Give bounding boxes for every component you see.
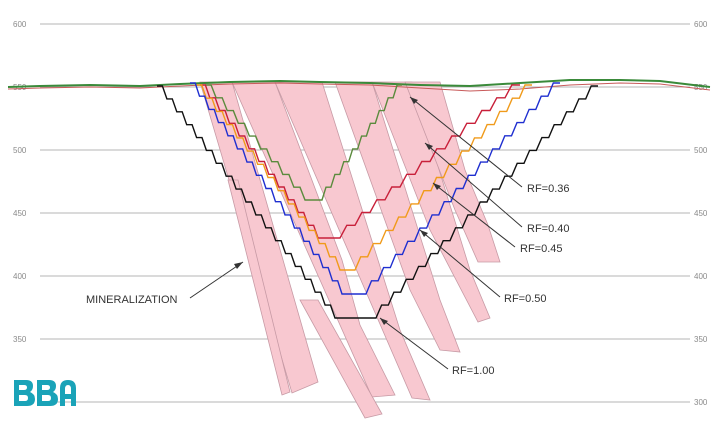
arrowhead-rf040 (425, 143, 433, 150)
label-rf050: RF=0.50 (504, 293, 547, 305)
arrow-rf100 (379, 317, 449, 370)
left-tick-400: 400 (13, 272, 27, 281)
callout-arrows (189, 96, 523, 370)
label-rf036: RF=0.36 (527, 183, 570, 195)
right-tick-500: 500 (694, 146, 708, 155)
left-tick-500: 500 (13, 146, 27, 155)
arrow-mineralization (189, 261, 244, 299)
label-mineralization: MINERALIZATION (86, 294, 178, 306)
right-tick-300: 300 (694, 398, 708, 407)
pit-shell-100 (157, 85, 598, 319)
arrowhead-rf100 (380, 318, 388, 325)
right-axis-labels: 600 550 500 450 400 350 300 (694, 20, 708, 407)
right-tick-550: 550 (694, 83, 708, 92)
right-tick-400: 400 (694, 272, 708, 281)
topography-line (7, 79, 711, 88)
arrow-rf050 (419, 229, 501, 298)
arrowhead-rf036 (410, 97, 418, 104)
right-tick-600: 600 (694, 20, 708, 29)
right-tick-350: 350 (694, 335, 708, 344)
arrow-rf036 (409, 96, 523, 188)
pit-shell-036 (205, 84, 402, 201)
right-tick-450: 450 (694, 209, 708, 218)
arrow-rf045 (432, 182, 516, 248)
mineralization-zone-7 (227, 179, 291, 396)
pit-shells (157, 82, 598, 319)
arrowhead-rf045 (433, 183, 441, 190)
pit-shell-045 (196, 84, 532, 271)
left-axis-labels: 600 550 500 450 400 350 (13, 20, 27, 344)
left-tick-350: 350 (13, 335, 27, 344)
left-tick-600: 600 (13, 20, 27, 29)
mineralization-zones (199, 81, 501, 419)
label-rf045: RF=0.45 (520, 243, 563, 255)
mineralization-zone-8 (299, 299, 383, 419)
bba-logo-icon (14, 380, 76, 406)
label-rf100: RF=1.00 (452, 365, 495, 377)
label-rf040: RF=0.40 (527, 223, 570, 235)
left-tick-450: 450 (13, 209, 27, 218)
arrowheads (234, 97, 441, 325)
callout-labels: RF=0.36 RF=0.40 RF=0.45 RF=0.50 RF=1.00 … (86, 183, 570, 377)
arrowhead-rf050 (420, 230, 428, 237)
pit-shell-050 (190, 82, 560, 295)
topography-shadow-line (7, 82, 711, 92)
arrow-rf040 (424, 142, 523, 228)
arrowhead-mineralization (234, 262, 243, 269)
